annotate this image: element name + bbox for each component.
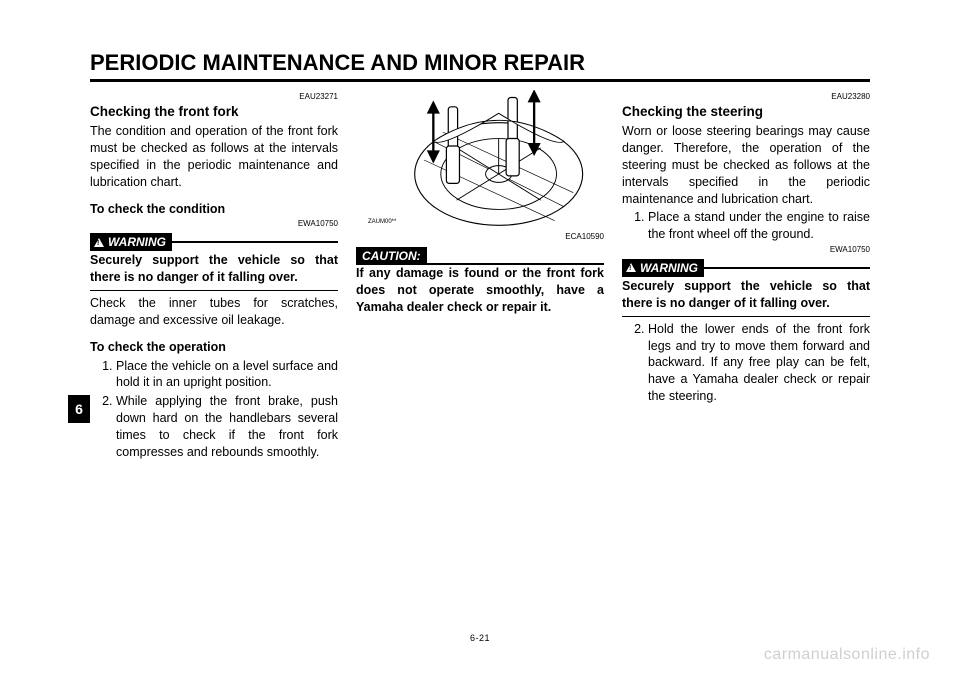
list-item: Hold the lower ends of the front fork le… <box>648 321 870 405</box>
page-number: 6-21 <box>0 633 960 643</box>
page-title: PERIODIC MAINTENANCE AND MINOR REPAIR <box>90 50 870 82</box>
list-item: While applying the front brake, push dow… <box>116 393 338 461</box>
column-1: EAU23271 Checking the front fork The con… <box>90 90 338 463</box>
ref-code: EWA10750 <box>622 245 870 256</box>
subheading-condition: To check the condition <box>90 201 338 218</box>
warning-label: WARNING <box>90 233 172 251</box>
warning-rule <box>704 267 870 269</box>
figure-code: ZAUM00** <box>368 218 396 226</box>
warning-triangle-icon <box>94 238 104 247</box>
caution-block: CAUTION: <box>356 247 604 265</box>
list-item: Place the vehicle on a level surface and… <box>116 358 338 392</box>
caution-label: CAUTION: <box>356 247 427 265</box>
operation-steps: Place the vehicle on a level surface and… <box>90 358 338 461</box>
subheading-operation: To check the operation <box>90 339 338 356</box>
manual-page: PERIODIC MAINTENANCE AND MINOR REPAIR 6 … <box>0 0 960 678</box>
warning-block: WARNING <box>622 258 870 278</box>
ref-code: EWA10750 <box>90 219 338 230</box>
section-heading-steering: Checking the steering <box>622 103 870 121</box>
front-fork-figure: ZAUM00** <box>356 90 604 230</box>
caution-text: If any damage is found or the front fork… <box>356 265 604 320</box>
intro-text: The condition and operation of the front… <box>90 123 338 191</box>
warning-rule <box>172 241 338 243</box>
warning-text: Securely support the vehicle so that the… <box>622 278 870 317</box>
list-item: Place a stand under the engine to raise … <box>648 209 870 243</box>
warning-label: WARNING <box>622 259 704 277</box>
warning-block: WARNING <box>90 232 338 252</box>
warning-triangle-icon <box>626 263 636 272</box>
warning-label-text: WARNING <box>108 234 166 250</box>
section-tab: 6 <box>68 395 90 423</box>
intro-text: Worn or loose steering bearings may caus… <box>622 123 870 207</box>
ref-code: EAU23271 <box>90 92 338 103</box>
warning-label-text: WARNING <box>640 260 698 276</box>
steering-steps-2: Hold the lower ends of the front fork le… <box>622 321 870 405</box>
warning-text: Securely support the vehicle so that the… <box>90 252 338 291</box>
column-3: EAU23280 Checking the steering Worn or l… <box>622 90 870 463</box>
body-text: Check the inner tubes for scratches, dam… <box>90 295 338 329</box>
ref-code: ECA10590 <box>356 232 604 243</box>
front-fork-svg <box>356 90 604 230</box>
section-heading-front-fork: Checking the front fork <box>90 103 338 121</box>
column-2: ZAUM00** ECA10590 CAUTION: If any damage… <box>356 90 604 463</box>
watermark: carmanualsonline.info <box>764 646 930 664</box>
ref-code: EAU23280 <box>622 92 870 103</box>
content-columns: EAU23271 Checking the front fork The con… <box>90 90 870 463</box>
steering-steps-1: Place a stand under the engine to raise … <box>622 209 870 243</box>
